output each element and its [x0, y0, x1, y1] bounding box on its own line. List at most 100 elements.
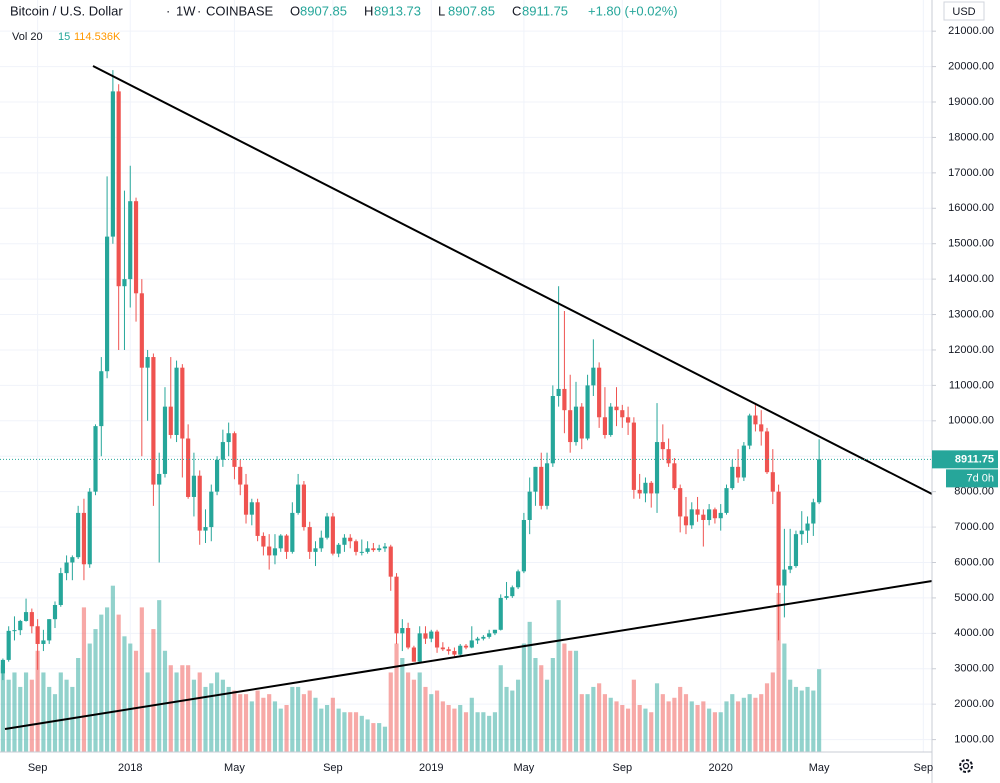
candle-body	[817, 459, 822, 503]
volume-bar	[81, 607, 87, 752]
volume-bar	[591, 686, 596, 752]
volume-bar	[666, 701, 671, 752]
quote: O 8907.85 H 8913.73 L 8907.85 C 8911.75	[290, 3, 568, 18]
volume-bar	[87, 643, 92, 752]
volume-bar	[770, 672, 775, 752]
volume-bar	[249, 701, 254, 752]
candle-body	[620, 410, 625, 418]
candle-body	[220, 442, 225, 460]
quote-label: H	[364, 3, 373, 18]
candle-body	[365, 548, 370, 552]
volume-bar	[440, 701, 445, 752]
quote-label: O	[290, 3, 300, 18]
volume-bar	[214, 672, 220, 752]
y-tick-label: 15000.00	[948, 238, 994, 250]
volume-bar	[458, 705, 463, 752]
quote-label: L	[438, 3, 445, 18]
volume-bar	[487, 715, 492, 752]
y-tick-label: 16000.00	[948, 202, 994, 214]
candle-body	[203, 527, 208, 531]
volume-bar	[741, 697, 746, 752]
candle-body	[70, 557, 75, 563]
y-tick-label: 21000.00	[948, 25, 994, 37]
candle-body	[452, 651, 457, 655]
candle-body	[278, 535, 283, 549]
y-tick-label: 4000.00	[954, 627, 994, 639]
candle-body	[249, 502, 254, 515]
settings-icon[interactable]	[959, 759, 973, 773]
volume-length: 15	[58, 31, 70, 43]
trend-line[interactable]	[92, 65, 933, 495]
volume-bar	[550, 658, 555, 752]
candle-body	[597, 367, 602, 418]
volume-bar	[492, 712, 498, 752]
candle-body	[41, 640, 46, 644]
separator: ·	[197, 3, 201, 18]
volume-bar	[654, 683, 660, 752]
volume-bar	[406, 672, 411, 752]
candle-body	[764, 431, 770, 473]
currency-box[interactable]	[943, 1, 985, 21]
candle-body	[562, 388, 567, 411]
y-tick-label: 8000.00	[954, 486, 994, 498]
candle-body	[406, 628, 411, 648]
x-tick-label: May	[224, 762, 245, 774]
volume-bar	[301, 694, 306, 752]
candle-body	[128, 201, 133, 280]
volume-bar	[174, 672, 179, 752]
quote-value: 8907.85	[448, 3, 495, 18]
volume-name: Vol 20	[12, 31, 43, 43]
candle-body	[359, 551, 364, 553]
volume-bar	[562, 643, 567, 752]
candle-body	[649, 482, 654, 494]
candle-body	[446, 649, 451, 652]
volume-bar	[353, 712, 359, 752]
volume-bar	[365, 719, 370, 752]
candle-body	[793, 534, 799, 567]
trend-line[interactable]	[4, 580, 933, 730]
volume-bar	[29, 679, 34, 752]
last-price-label: 8911.75	[955, 453, 994, 465]
candle-body	[99, 371, 104, 427]
candle-body	[313, 548, 318, 552]
volume-bar	[643, 708, 648, 752]
candle-body	[58, 573, 63, 606]
candle-body	[782, 569, 787, 586]
volume-bar	[307, 690, 312, 752]
volume-bar	[255, 690, 260, 752]
candle-body	[533, 466, 538, 492]
volume-bar	[689, 701, 694, 752]
candle-body	[487, 633, 492, 637]
y-tick-label: 13000.00	[948, 308, 994, 320]
x-tick-label: 2018	[118, 762, 142, 774]
candle-body	[516, 571, 521, 588]
y-tick-label: 17000.00	[948, 167, 994, 179]
candle-body	[0, 659, 5, 674]
candle-body	[481, 636, 486, 639]
candle-body	[556, 388, 561, 397]
volume-bar	[394, 643, 399, 752]
volume-bar	[544, 679, 550, 752]
candle-body	[186, 438, 191, 497]
y-tick-label: 7000.00	[954, 521, 994, 533]
candle-body	[741, 445, 746, 478]
x-tick-label: 2020	[708, 762, 732, 774]
separator: ·	[166, 3, 170, 18]
volume-bar	[388, 672, 393, 752]
volume-bar	[371, 723, 376, 752]
candle-body	[498, 597, 503, 630]
volume-bar	[116, 614, 121, 752]
volume-bar	[730, 694, 735, 752]
candle-body	[469, 640, 474, 648]
volume-bar	[400, 658, 405, 752]
volume-bar	[788, 679, 793, 752]
volume-bar	[64, 679, 69, 752]
candle-body	[492, 629, 498, 634]
volume-bar	[272, 701, 278, 752]
volume-bar	[151, 629, 156, 752]
candle-body	[6, 630, 11, 660]
candle-body	[440, 647, 445, 650]
volume-bar	[296, 686, 301, 752]
volume-bar	[191, 679, 197, 752]
candle-body	[353, 541, 359, 552]
